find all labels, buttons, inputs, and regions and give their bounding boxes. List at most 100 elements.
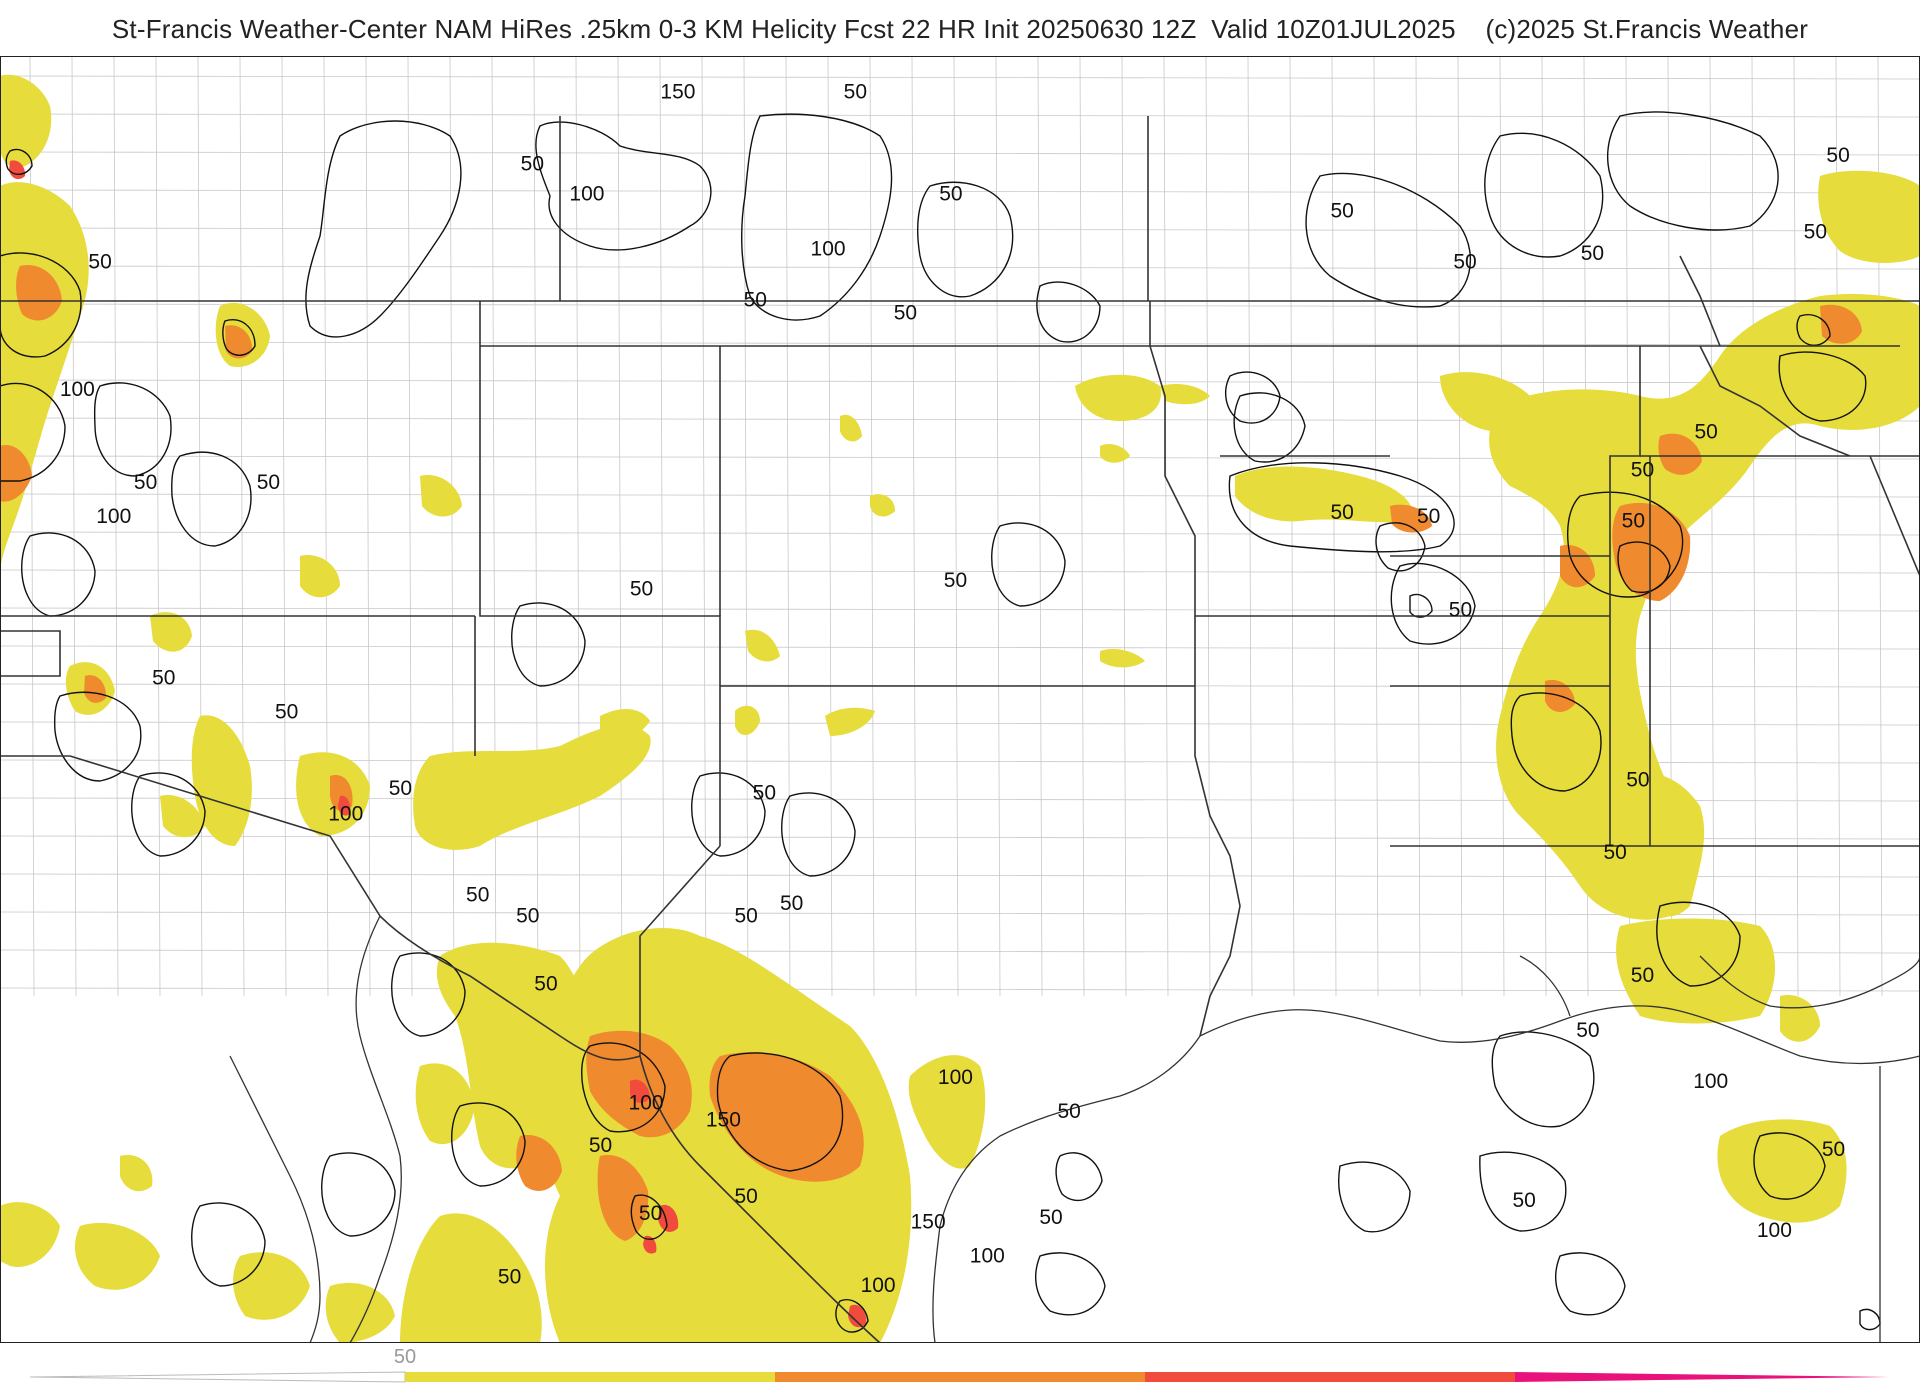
helicity-area-150 — [338, 795, 351, 816]
helicity-area-50 — [75, 1222, 160, 1290]
county-line — [827, 56, 833, 997]
helicity-area-50 — [1075, 374, 1161, 421]
county-line — [911, 56, 917, 997]
contour-label: 100 — [569, 182, 604, 205]
contour-label: 50 — [1331, 199, 1354, 222]
county-line — [1289, 56, 1295, 997]
contour-label: 50 — [1804, 221, 1827, 244]
county-line — [71, 56, 77, 997]
helicity-area-50 — [1619, 772, 1705, 917]
helicity-area-50 — [745, 629, 780, 662]
contour-label: 100 — [60, 378, 95, 401]
contour-label: 150 — [911, 1210, 946, 1233]
contour-label: 50 — [589, 1134, 612, 1157]
contour-label: 50 — [1512, 1189, 1535, 1212]
helicity-area-50 — [150, 612, 192, 652]
contour-label: 150 — [660, 80, 695, 103]
contour-label: 50 — [894, 301, 917, 324]
legend-label-50: 50 — [394, 1346, 416, 1368]
contour-label: 50 — [753, 781, 776, 804]
helicity-area-50 — [300, 555, 340, 598]
helicity-map: 150 50 50 100 50 100 50 50 50 50 50 50 50 50 100 50 50 10… — [0, 56, 1920, 1343]
helicity-area-50 — [325, 1282, 395, 1343]
contour-label: 50 — [734, 904, 757, 927]
helicity-area-50 — [0, 1202, 60, 1267]
contour-label: 50 — [944, 569, 967, 592]
contour-label: 50 — [1058, 1100, 1081, 1123]
helicity-area-50 — [1780, 995, 1820, 1042]
legend-band-200 — [1515, 1372, 1890, 1382]
county-line — [0, 987, 1920, 992]
contour-label: 50 — [1449, 599, 1472, 622]
helicity-area-150 — [643, 1235, 657, 1254]
county-line — [365, 56, 371, 997]
contour-label: 50 — [275, 701, 298, 724]
county-line — [0, 189, 1920, 194]
state-borders — [0, 116, 1920, 1343]
contour-label: 50 — [1622, 509, 1645, 532]
county-line — [323, 56, 329, 997]
county-line — [659, 56, 665, 997]
helicity-area-50 — [420, 475, 462, 517]
county-line — [407, 56, 413, 997]
contour-label: 50 — [88, 250, 111, 273]
helicity-area-100 — [597, 1155, 649, 1241]
helicity-area-100 — [84, 675, 107, 703]
helicity-area-150 — [848, 1304, 867, 1328]
helicity-area-100 — [1612, 502, 1691, 601]
helicity-area-50 — [415, 1063, 475, 1145]
contour-label: 50 — [844, 80, 867, 103]
contour-label: 50 — [152, 667, 175, 690]
helicity-area-50 — [1160, 384, 1210, 405]
contour-label: 50 — [1694, 420, 1717, 443]
helicity-area-100 — [516, 1135, 562, 1191]
contour-label: 50 — [1453, 250, 1476, 273]
county-line — [1079, 56, 1085, 997]
contour-label: 50 — [1626, 769, 1649, 792]
contour-label: 50 — [466, 883, 489, 906]
contour-label: 50 — [744, 289, 767, 312]
helicity-area-50 — [400, 1213, 542, 1343]
county-line — [1709, 56, 1715, 997]
contour-label: 50 — [1039, 1206, 1062, 1229]
coastline — [229, 915, 1920, 1343]
county-line — [1499, 56, 1505, 997]
contour-label: 50 — [734, 1185, 757, 1208]
county-line — [1205, 56, 1211, 997]
helicity-area-50 — [908, 1055, 986, 1169]
helicity-area-50 — [436, 942, 587, 1169]
contour-label: 50 — [1822, 1138, 1845, 1161]
county-line — [0, 303, 1920, 308]
contour-label: 50 — [1631, 964, 1654, 987]
county-line — [1163, 56, 1169, 997]
county-line — [869, 56, 875, 997]
legend-band-150 — [1145, 1372, 1515, 1382]
contour-label: 50 — [1631, 459, 1654, 482]
county-line — [743, 56, 749, 997]
helicity-area-50 — [1100, 444, 1130, 463]
county-line — [0, 341, 1920, 346]
contour-label: 50 — [1603, 841, 1626, 864]
contour-label: 50 — [134, 471, 157, 494]
helicity-area-50 — [1100, 649, 1145, 668]
helicity-area-100 — [16, 265, 62, 321]
helicity-area-50 — [840, 414, 862, 442]
contour-label: 50 — [516, 904, 539, 927]
helicity-area-100 — [0, 445, 32, 502]
county-line — [617, 56, 623, 997]
helicity-area-100 — [1390, 504, 1432, 533]
county-line — [953, 56, 959, 997]
contour-label: 50 — [1581, 242, 1604, 265]
contour-label: 100 — [970, 1244, 1005, 1267]
county-line — [1541, 56, 1547, 997]
helicity-area-50 — [1235, 466, 1413, 523]
county-line — [1373, 56, 1379, 997]
contour-label: 50 — [521, 153, 544, 176]
legend-low-tail — [29, 1371, 406, 1383]
county-line — [785, 56, 791, 997]
contour-label: 100 — [96, 505, 131, 528]
contour-label: 100 — [328, 803, 363, 826]
contour-label: 50 — [1826, 144, 1849, 167]
helicity-area-150 — [630, 1079, 650, 1103]
county-line — [1037, 56, 1043, 997]
